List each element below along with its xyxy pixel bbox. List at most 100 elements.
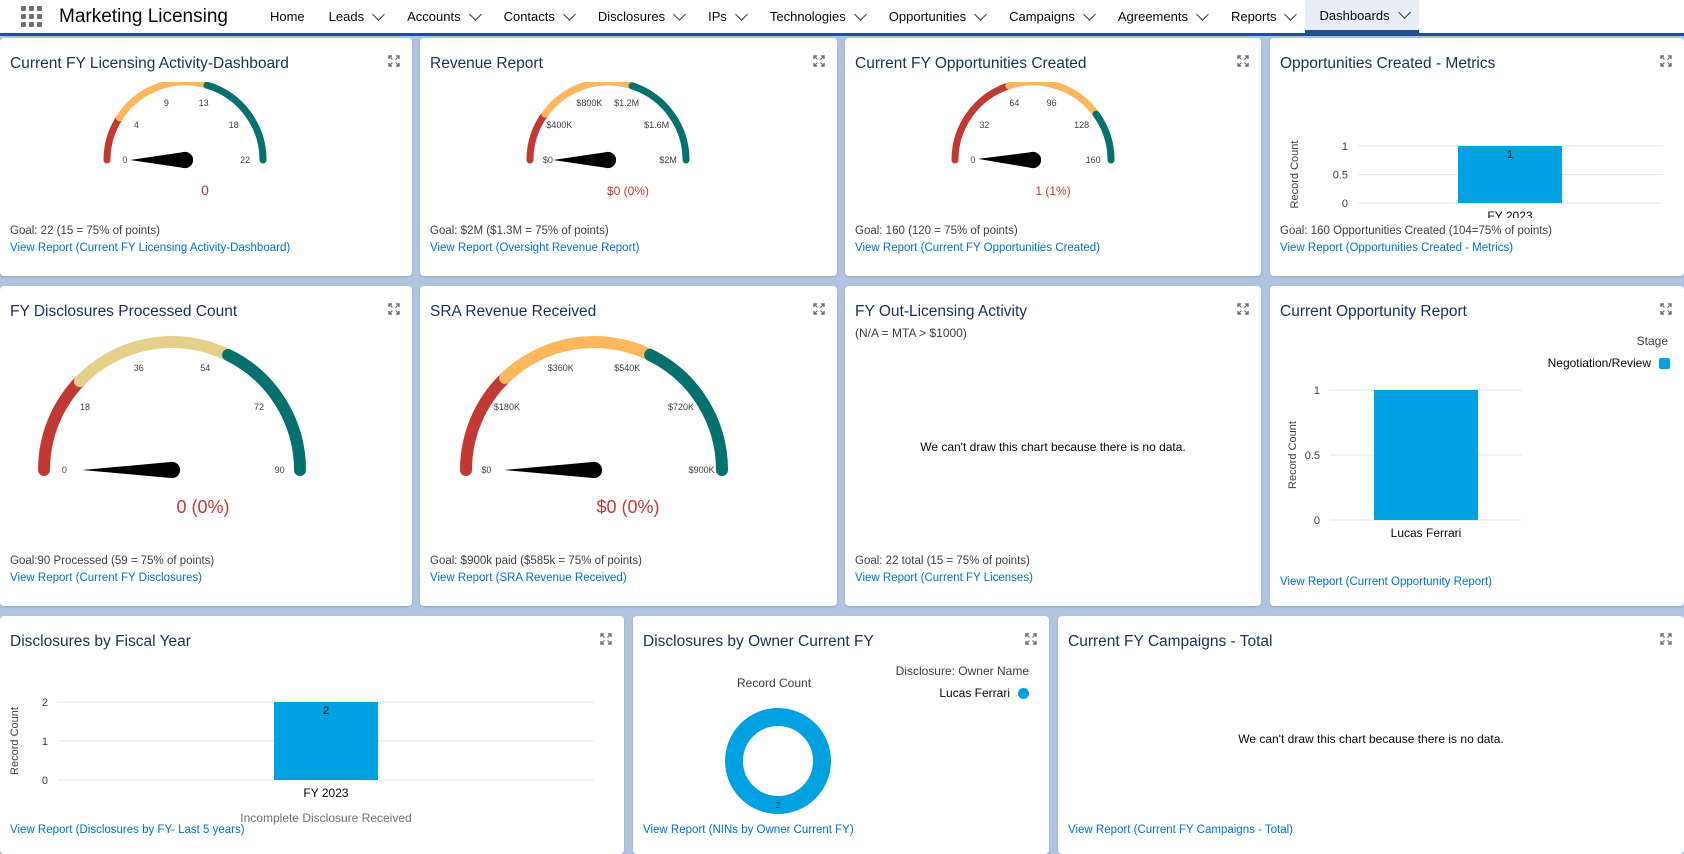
nav-tab-ips[interactable]: IPs [694,0,756,33]
gauge-hub [585,461,603,479]
gauge-band-0 [951,82,1013,164]
expand-icon[interactable] [813,55,825,67]
nav-tab-disclosures[interactable]: Disclosures [584,0,694,33]
chevron-down-icon[interactable] [1082,7,1096,21]
view-report-link[interactable]: View Report (NINs by Owner Current FY) [643,824,854,836]
view-report-link[interactable]: View Report (Current FY Disclosures) [10,572,202,584]
expand-icon[interactable] [1237,303,1249,315]
chevron-down-icon[interactable] [468,7,482,21]
bar[interactable] [1458,146,1562,203]
chevron-down-icon[interactable] [563,7,576,21]
y-tick-label: 1 [42,736,48,748]
nav-tab-technologies[interactable]: Technologies [756,0,875,33]
gauge-tick-label: 0 [62,465,67,475]
gauge-tick-label: $360K [548,363,574,373]
expand-icon[interactable] [388,55,400,67]
y-tick-label: 2 [42,697,48,709]
legend-title: Disclosure: Owner Name [895,664,1029,678]
nav-tab-agreements[interactable]: Agreements [1104,0,1217,33]
nav-tab-contacts[interactable]: Contacts [490,0,584,33]
chevron-down-icon[interactable] [853,7,867,21]
donut-data-label: 2 [776,801,781,810]
dashboard-card-licensing-activity: Current FY Licensing Activity-Dashboard … [0,38,412,276]
view-report-link[interactable]: View Report (Current FY Licensing Activi… [10,242,291,254]
gauge-chart: 0 18 36 54 72 90 [38,336,306,479]
nav-tab-home[interactable]: Home [256,0,315,33]
view-report-link[interactable]: View Report (SRA Revenue Received) [430,572,627,584]
global-nav-bar: Marketing Licensing Home Leads Accounts Con… [0,0,1684,36]
gauge-needle [978,151,1034,169]
y-axis-title: Record Count [1289,141,1301,209]
card-title: Current FY Licensing Activity-Dashboard [10,55,289,72]
nav-tab-label: Reports [1230,9,1277,24]
nav-tab-leads[interactable]: Leads [315,0,393,33]
gauge-band-0 [526,110,549,164]
gauge-band-1 [499,336,657,384]
view-report-link[interactable]: View Report (Disclosures by FY- Last 5 y… [10,824,245,836]
y-tick-label: 0 [1342,198,1348,210]
nav-tab-label: Agreements [1117,9,1188,24]
view-report-link[interactable]: View Report (Current FY Opportunities Cr… [855,242,1101,254]
expand-icon[interactable] [1237,55,1249,67]
legend-item[interactable]: Lucas Ferrari [939,686,1029,700]
expand-icon[interactable] [1025,633,1037,645]
nav-tab-label: IPs [708,9,727,24]
view-report-link[interactable]: View Report (Opportunities Created - Met… [1280,242,1514,254]
y-tick-label: 0 [42,775,48,787]
nav-tab-dashboards[interactable]: Dashboards [1305,0,1419,33]
chevron-down-icon[interactable] [735,7,748,21]
expand-icon[interactable] [813,303,825,315]
goal-text: Goal: 22 total (15 = 75% of points) [855,555,1030,567]
donut-slice[interactable] [725,708,831,814]
chevron-down-icon[interactable] [1397,6,1411,19]
expand-icon[interactable] [1660,303,1672,315]
gauge-tick-label: $900K [689,465,715,475]
dashboard-card-disclosures-by-fy: Disclosures by Fiscal Year 0 1 2 2 FY 2023 In… [0,616,624,854]
gauge-tick-label: 90 [275,465,285,475]
dashboard-card-current-opportunity: Current Opportunity Report Stage Negotia… [1270,286,1684,606]
chevron-down-icon[interactable] [1196,7,1209,21]
x-tick-label: FY 2023 [303,786,348,800]
chevron-down-icon[interactable] [673,7,686,21]
expand-icon[interactable] [1660,55,1672,67]
gauge-hub [163,461,181,479]
gauge-hub [599,151,617,169]
gauge-band-0 [460,371,512,476]
gauge-chart: 0 32 64 96 128 160 [951,82,1115,169]
bar[interactable] [274,702,378,780]
bar[interactable] [1374,390,1478,520]
app-launcher-icon[interactable] [21,5,43,28]
view-report-link[interactable]: View Report (Current Opportunity Report) [1280,576,1492,588]
nav-tab-label: Home [269,9,305,24]
gauge-tick-label: $720K [668,402,694,412]
nav-tab-reports[interactable]: Reports [1217,0,1306,33]
chevron-down-icon[interactable] [1284,7,1298,21]
nav-tab-opportunities[interactable]: Opportunities [875,0,995,33]
expand-icon[interactable] [1660,633,1672,645]
app-name: Marketing Licensing [59,5,228,27]
nav-tab-label: Campaigns [1009,9,1075,24]
bar-data-label: 2 [323,705,329,717]
view-report-link[interactable]: View Report (Oversight Revenue Report) [430,242,640,254]
gauge-value: 0 [201,182,209,198]
gauge-value: $0 (0%) [596,497,660,517]
expand-icon[interactable] [600,633,612,645]
nav-tab-accounts[interactable]: Accounts [393,0,489,33]
chevron-down-icon[interactable] [372,7,385,21]
gauge-needle [553,151,608,169]
legend-item[interactable]: Negotiation/Review [1548,356,1670,370]
view-report-link[interactable]: View Report (Current FY Campaigns - Tota… [1068,824,1293,836]
gauge-band-0 [38,375,86,476]
gauge-value: 0 (0%) [176,497,230,517]
nav-tab-campaigns[interactable]: Campaigns [995,0,1104,33]
gauge-tick-label: $0 [481,465,491,475]
gauge-tick-label: 54 [200,363,210,373]
gauge-tick-label: 128 [1074,120,1089,130]
dashboard-card-opportunities-metrics: Opportunities Created - Metrics 0 0.5 1 1 FY… [1270,38,1684,276]
expand-icon[interactable] [388,303,400,315]
chevron-down-icon[interactable] [974,7,987,21]
bar-chart: 0 1 2 2 FY 2023 Incomplete Disclosure Receive… [9,697,594,825]
gauge-tick-label: 9 [164,98,169,108]
gauge-tick-label: $0 [543,155,553,165]
view-report-link[interactable]: View Report (Current FY Licenses) [855,572,1033,584]
